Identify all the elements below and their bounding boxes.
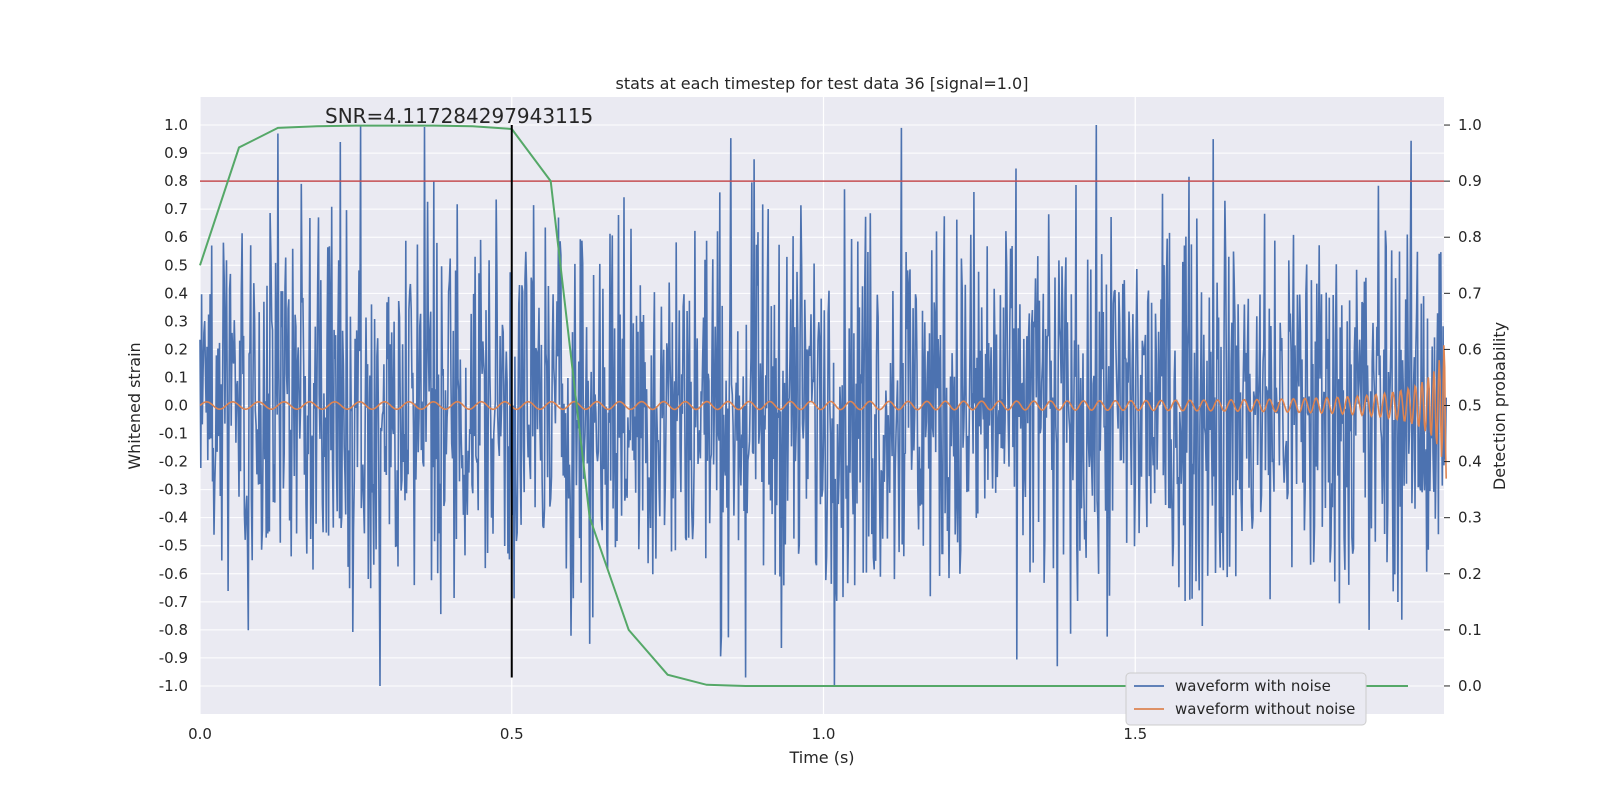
y-left-tick-label: 0.6 bbox=[164, 228, 188, 246]
series-waveform-with-noise bbox=[199, 124, 1447, 687]
y-left-tick-label: -0.7 bbox=[159, 593, 188, 611]
chart-title: stats at each timestep for test data 36 … bbox=[616, 74, 1029, 93]
y-right-tick-label: 0.9 bbox=[1458, 172, 1482, 190]
series-waveform-without-noise bbox=[199, 345, 1447, 479]
clean-line bbox=[199, 345, 1447, 479]
y-left-tick-label: -0.1 bbox=[159, 425, 188, 443]
y-right-tick-label: 0.0 bbox=[1458, 677, 1482, 695]
y-right-tick-label: 0.4 bbox=[1458, 453, 1482, 471]
y-right-tick-label: 0.2 bbox=[1458, 565, 1482, 583]
y-right-axis-label: Detection probability bbox=[1490, 322, 1509, 490]
y-left-tick-label: -0.6 bbox=[159, 565, 188, 583]
probability-line bbox=[199, 124, 1408, 687]
legend-box bbox=[1125, 672, 1367, 726]
y-left-tick-label: 0.9 bbox=[164, 144, 188, 162]
y-left-tick-label: -0.3 bbox=[159, 481, 188, 499]
legend: waveform with noise waveform without noi… bbox=[1125, 672, 1367, 726]
y-right-tick-label: 1.0 bbox=[1458, 116, 1482, 134]
y-right-axis-ticks: 1.0 0.9 0.8 0.7 0.6 0.5 0.4 0.3 0.2 0.1 0.0 bbox=[1444, 116, 1482, 695]
y-left-tick-label: -0.5 bbox=[159, 537, 188, 555]
x-tick-label: 1.5 bbox=[1123, 725, 1147, 743]
y-left-tick-label: -0.4 bbox=[159, 509, 188, 527]
x-tick-label: 1.0 bbox=[812, 725, 836, 743]
y-left-tick-label: 0.5 bbox=[164, 256, 188, 274]
y-left-tick-label: 0.0 bbox=[164, 397, 188, 415]
y-left-axis-ticks: 1.0 0.9 0.8 0.7 0.6 0.5 0.4 0.3 0.2 0.1 0.0 -0.1 -0.… bbox=[159, 116, 188, 695]
y-right-tick-label: 0.5 bbox=[1458, 397, 1482, 415]
y-right-tick-label: 0.7 bbox=[1458, 284, 1482, 302]
y-right-tick-label: 0.6 bbox=[1458, 340, 1482, 358]
y-left-tick-label: -0.9 bbox=[159, 649, 188, 667]
y-left-tick-label: -1.0 bbox=[159, 677, 188, 695]
y-left-tick-label: -0.8 bbox=[159, 621, 188, 639]
y-left-tick-label: 0.7 bbox=[164, 200, 188, 218]
x-tick-label: 0.5 bbox=[500, 725, 524, 743]
y-left-tick-label: 0.2 bbox=[164, 340, 188, 358]
y-left-tick-label: 0.4 bbox=[164, 284, 188, 302]
legend-label-noise: waveform with noise bbox=[1175, 677, 1331, 695]
y-left-tick-label: 0.8 bbox=[164, 172, 188, 190]
y-left-axis-label: Whitened strain bbox=[125, 342, 144, 469]
y-left-tick-label: 0.1 bbox=[164, 368, 188, 386]
noise-line bbox=[199, 124, 1447, 687]
x-tick-label: 0.0 bbox=[188, 725, 212, 743]
y-right-tick-label: 0.8 bbox=[1458, 228, 1482, 246]
y-left-tick-label: 0.3 bbox=[164, 312, 188, 330]
series-detection-probability bbox=[199, 124, 1408, 687]
y-left-tick-label: 1.0 bbox=[164, 116, 188, 134]
snr-annotation: SNR=4.117284297943115 bbox=[325, 104, 593, 128]
y-right-tick-label: 0.3 bbox=[1458, 509, 1482, 527]
y-left-tick-label: -0.2 bbox=[159, 453, 188, 471]
x-axis-label: Time (s) bbox=[788, 748, 854, 767]
legend-label-clean: waveform without noise bbox=[1175, 700, 1355, 718]
y-right-tick-label: 0.1 bbox=[1458, 621, 1482, 639]
x-axis-ticks: 0.0 0.5 1.0 1.5 bbox=[188, 725, 1147, 743]
